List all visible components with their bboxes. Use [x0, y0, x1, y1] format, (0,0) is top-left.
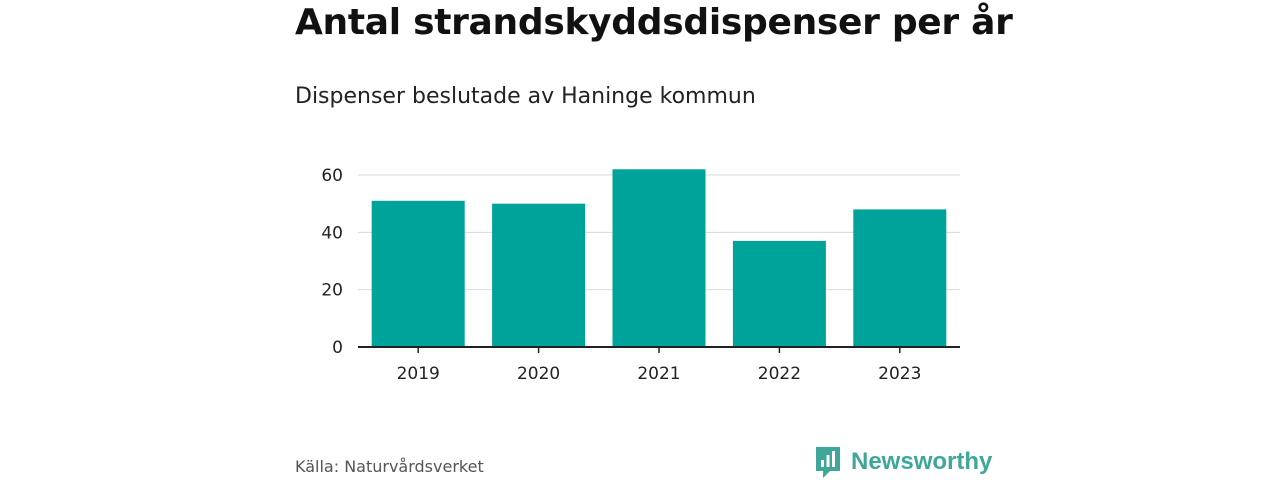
x-tick-label: 2023 [878, 364, 921, 384]
y-tick-label: 40 [321, 223, 343, 243]
brand-logo[interactable]: Newsworthy [814, 446, 992, 478]
x-tick-label: 2022 [758, 364, 801, 384]
bar [371, 200, 465, 347]
bar [853, 209, 947, 347]
x-tick-label: 2021 [637, 364, 680, 384]
x-tick-label: 2020 [517, 364, 560, 384]
bar [492, 203, 586, 347]
x-tick-label: 2019 [397, 364, 440, 384]
y-tick-label: 60 [321, 166, 343, 186]
brand-name: Newsworthy [851, 448, 993, 475]
chart-title: Antal strandskyddsdispenser per år [295, 2, 1013, 43]
source-note: Källa: Naturvårdsverket [295, 457, 484, 476]
y-tick-label: 0 [332, 338, 343, 358]
bar [612, 169, 706, 347]
bar [732, 240, 826, 347]
newsworthy-logo-icon [816, 447, 840, 478]
y-tick-label: 20 [321, 281, 343, 301]
chart-subtitle: Dispenser beslutade av Haninge kommun [295, 84, 756, 109]
bar-chart: 0 20 40 60 2019 2020 2021 2022 2023 [321, 166, 960, 384]
